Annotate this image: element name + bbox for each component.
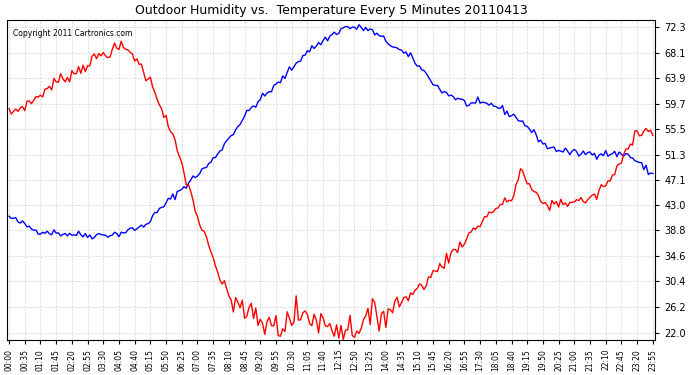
Text: Copyright 2011 Cartronics.com: Copyright 2011 Cartronics.com xyxy=(13,29,132,38)
Title: Outdoor Humidity vs.  Temperature Every 5 Minutes 20110413: Outdoor Humidity vs. Temperature Every 5… xyxy=(135,4,527,17)
